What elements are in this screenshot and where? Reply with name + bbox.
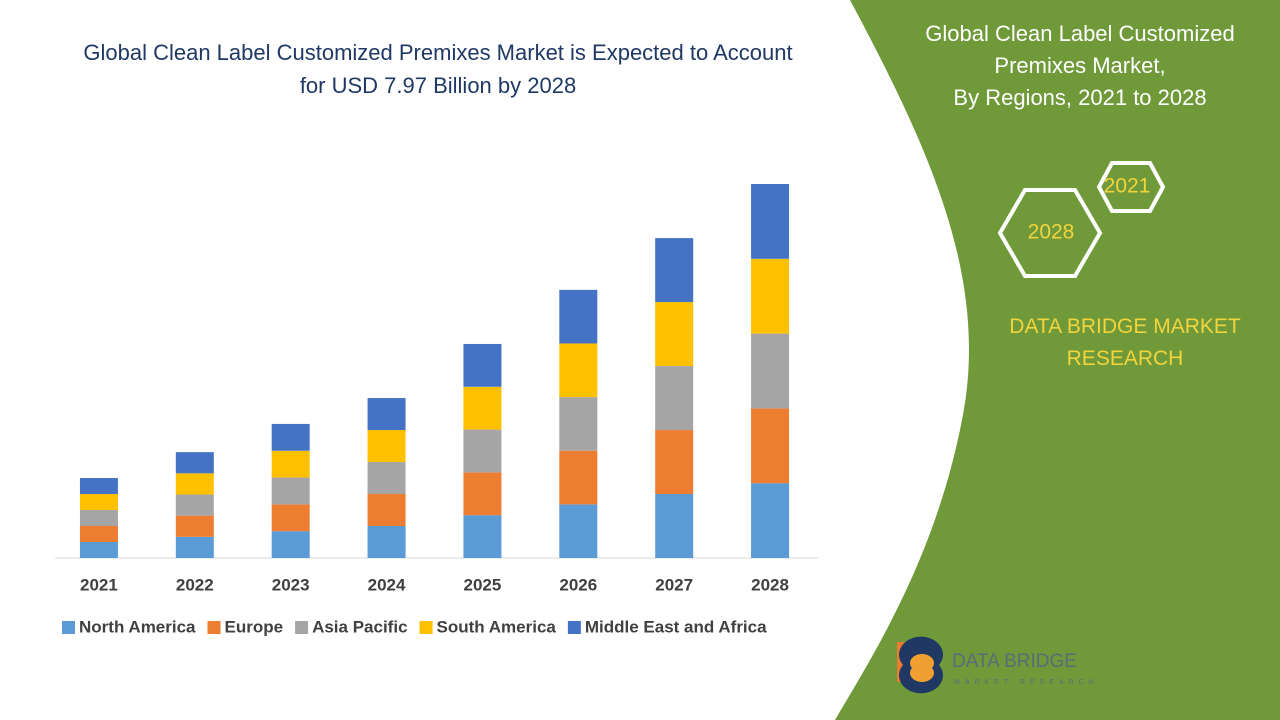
x-tick-label: 2025	[464, 575, 502, 594]
logo: DATA BRIDGE MARKET RESEARCH	[897, 636, 1099, 694]
bar-segment	[175, 515, 214, 537]
bar-segment	[271, 531, 310, 558]
x-tick-label: 2024	[368, 575, 406, 594]
bar-segment	[271, 450, 310, 478]
bar-segment	[751, 184, 790, 259]
bar-segment	[463, 386, 502, 430]
side-panel	[835, 0, 1280, 720]
bar-segment	[367, 494, 406, 527]
x-tick-label: 2027	[655, 575, 693, 594]
brand-text: DATA BRIDGE MARKET RESEARCH	[1009, 315, 1241, 370]
bar-segment	[367, 526, 406, 558]
bar-segment	[175, 473, 214, 495]
legend-label: Middle East and Africa	[585, 617, 767, 636]
bar-segment	[559, 397, 598, 451]
bar-segment	[175, 494, 214, 516]
x-tick-label: 2028	[751, 575, 789, 594]
bar-segment	[559, 450, 598, 505]
bar-segment	[367, 462, 406, 495]
bar-segment	[79, 510, 118, 527]
bar-segment	[751, 333, 790, 409]
bar-segment	[463, 429, 502, 473]
x-tick-label: 2021	[80, 575, 118, 594]
bar-segment	[751, 408, 790, 484]
bar-segment	[655, 430, 694, 495]
x-tick-label: 2026	[559, 575, 597, 594]
bar-segment	[463, 472, 502, 516]
bar-segment	[367, 398, 406, 431]
bar-segment	[175, 452, 214, 474]
x-tick-label: 2023	[272, 575, 310, 594]
bar-segment	[655, 366, 694, 431]
bar-segment	[463, 515, 502, 558]
bar-segment	[655, 494, 694, 558]
bar-segment	[559, 504, 598, 558]
legend-label: Asia Pacific	[312, 617, 407, 636]
bar-segment	[655, 302, 694, 367]
chart-title: Global Clean Label Customized Premixes M…	[83, 40, 793, 98]
bar-segment	[559, 289, 598, 344]
legend-swatch	[419, 621, 433, 634]
logo-sub: MARKET RESEARCH	[954, 679, 1099, 686]
legend-swatch	[207, 621, 221, 634]
bar-segment	[559, 343, 598, 398]
panel-title: Global Clean Label Customized Premixes M…	[925, 21, 1235, 110]
bar-segment	[271, 423, 310, 451]
bar-segment	[463, 343, 502, 387]
legend-label: South America	[437, 617, 557, 636]
legend-swatch	[567, 621, 581, 634]
bar-segment	[79, 478, 118, 495]
bar-segment	[79, 542, 118, 558]
hex-label: 2028	[1028, 221, 1075, 244]
legend-label: North America	[79, 617, 196, 636]
bar-segment	[271, 477, 310, 505]
bar-segment	[751, 483, 790, 558]
hexagon	[997, 188, 1103, 278]
bar-segment	[367, 430, 406, 463]
logo-name: DATA BRIDGE	[952, 651, 1077, 672]
bar-segment	[751, 258, 790, 334]
x-tick-label: 2022	[176, 575, 214, 594]
bar-segment	[271, 504, 310, 532]
logo-mark	[910, 654, 934, 682]
bar-segment	[79, 494, 118, 511]
legend-swatch	[62, 621, 75, 634]
hex-label: 2021	[1104, 175, 1151, 198]
legend-swatch	[295, 621, 309, 634]
legend-label: Europe	[225, 617, 284, 636]
bar-segment	[79, 526, 118, 543]
bar-segment	[655, 238, 694, 303]
bar-segment	[175, 536, 214, 558]
hexagon	[1096, 161, 1166, 213]
